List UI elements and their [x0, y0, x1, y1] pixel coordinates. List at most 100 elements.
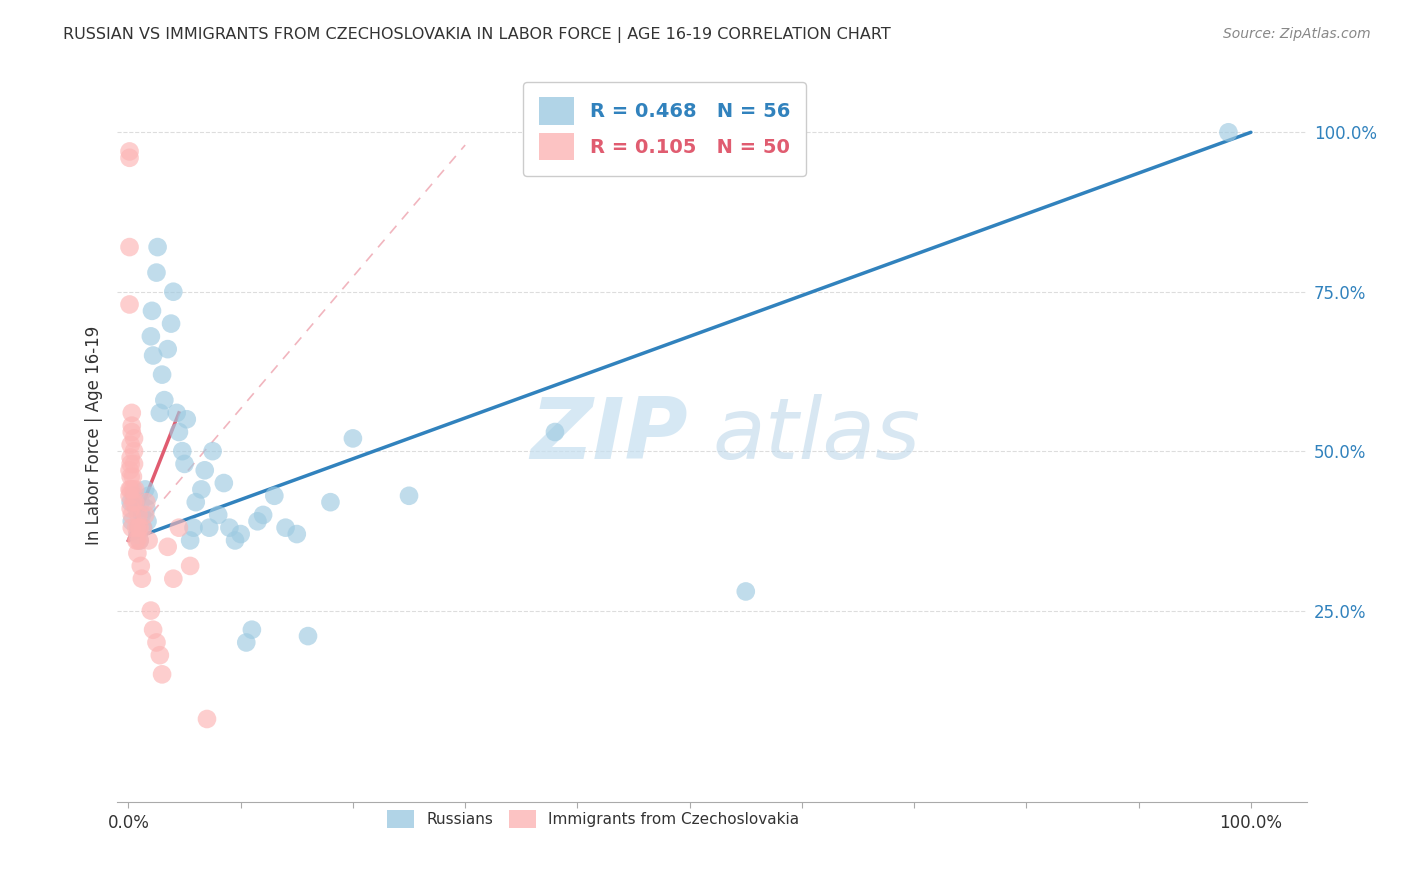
- Point: [132, 521, 155, 535]
- Point: [218, 521, 240, 535]
- Point: [134, 508, 156, 522]
- Point: [142, 349, 165, 363]
- Point: [118, 240, 141, 254]
- Point: [194, 463, 217, 477]
- Point: [212, 476, 235, 491]
- Point: [162, 572, 184, 586]
- Point: [274, 521, 297, 535]
- Point: [229, 527, 252, 541]
- Point: [120, 501, 142, 516]
- Legend: Russians, Immigrants from Czechoslovakia: Russians, Immigrants from Czechoslovakia: [381, 804, 806, 835]
- Point: [122, 431, 145, 445]
- Point: [128, 521, 150, 535]
- Point: [138, 489, 160, 503]
- Point: [153, 393, 176, 408]
- Point: [160, 317, 183, 331]
- Point: [173, 457, 195, 471]
- Point: [128, 533, 150, 548]
- Point: [1218, 125, 1240, 139]
- Point: [127, 527, 149, 541]
- Point: [120, 495, 142, 509]
- Point: [183, 521, 205, 535]
- Point: [122, 457, 145, 471]
- Point: [138, 533, 160, 548]
- Point: [121, 406, 143, 420]
- Point: [122, 489, 145, 503]
- Point: [139, 329, 162, 343]
- Point: [121, 425, 143, 439]
- Point: [118, 483, 141, 497]
- Point: [149, 406, 172, 420]
- Point: [129, 495, 152, 509]
- Point: [285, 527, 308, 541]
- Point: [122, 444, 145, 458]
- Point: [128, 521, 150, 535]
- Point: [207, 508, 229, 522]
- Point: [129, 558, 152, 573]
- Point: [139, 604, 162, 618]
- Point: [150, 667, 173, 681]
- Text: Source: ZipAtlas.com: Source: ZipAtlas.com: [1223, 27, 1371, 41]
- Point: [141, 303, 163, 318]
- Point: [122, 483, 145, 497]
- Point: [135, 501, 157, 516]
- Point: [166, 406, 188, 420]
- Point: [118, 151, 141, 165]
- Text: ZIP: ZIP: [530, 393, 689, 476]
- Point: [131, 572, 153, 586]
- Point: [156, 342, 179, 356]
- Point: [124, 495, 146, 509]
- Point: [190, 483, 212, 497]
- Point: [118, 463, 141, 477]
- Point: [297, 629, 319, 643]
- Point: [224, 533, 246, 548]
- Point: [162, 285, 184, 299]
- Point: [240, 623, 263, 637]
- Point: [128, 533, 150, 548]
- Point: [176, 412, 198, 426]
- Point: [127, 546, 149, 560]
- Point: [342, 431, 364, 445]
- Y-axis label: In Labor Force | Age 16-19: In Labor Force | Age 16-19: [86, 326, 103, 545]
- Point: [118, 145, 141, 159]
- Point: [179, 533, 201, 548]
- Point: [184, 495, 207, 509]
- Point: [122, 469, 145, 483]
- Point: [132, 521, 155, 535]
- Point: [120, 457, 142, 471]
- Point: [121, 508, 143, 522]
- Point: [246, 514, 269, 528]
- Point: [122, 495, 145, 509]
- Point: [201, 444, 224, 458]
- Text: RUSSIAN VS IMMIGRANTS FROM CZECHOSLOVAKIA IN LABOR FORCE | AGE 16-19 CORRELATION: RUSSIAN VS IMMIGRANTS FROM CZECHOSLOVAKI…: [63, 27, 891, 43]
- Point: [131, 508, 153, 522]
- Point: [179, 558, 201, 573]
- Point: [150, 368, 173, 382]
- Point: [734, 584, 756, 599]
- Point: [134, 483, 156, 497]
- Point: [145, 635, 167, 649]
- Point: [121, 521, 143, 535]
- Point: [156, 540, 179, 554]
- Point: [398, 489, 420, 503]
- Point: [167, 425, 190, 439]
- Point: [128, 521, 150, 535]
- Point: [125, 501, 148, 516]
- Point: [120, 438, 142, 452]
- Point: [121, 514, 143, 528]
- Point: [167, 521, 190, 535]
- Point: [172, 444, 194, 458]
- Point: [146, 240, 169, 254]
- Point: [145, 266, 167, 280]
- Point: [149, 648, 172, 663]
- Point: [142, 623, 165, 637]
- Point: [198, 521, 221, 535]
- Point: [263, 489, 285, 503]
- Point: [125, 521, 148, 535]
- Point: [124, 483, 146, 497]
- Point: [235, 635, 257, 649]
- Point: [118, 489, 141, 503]
- Point: [120, 469, 142, 483]
- Point: [195, 712, 218, 726]
- Point: [120, 450, 142, 465]
